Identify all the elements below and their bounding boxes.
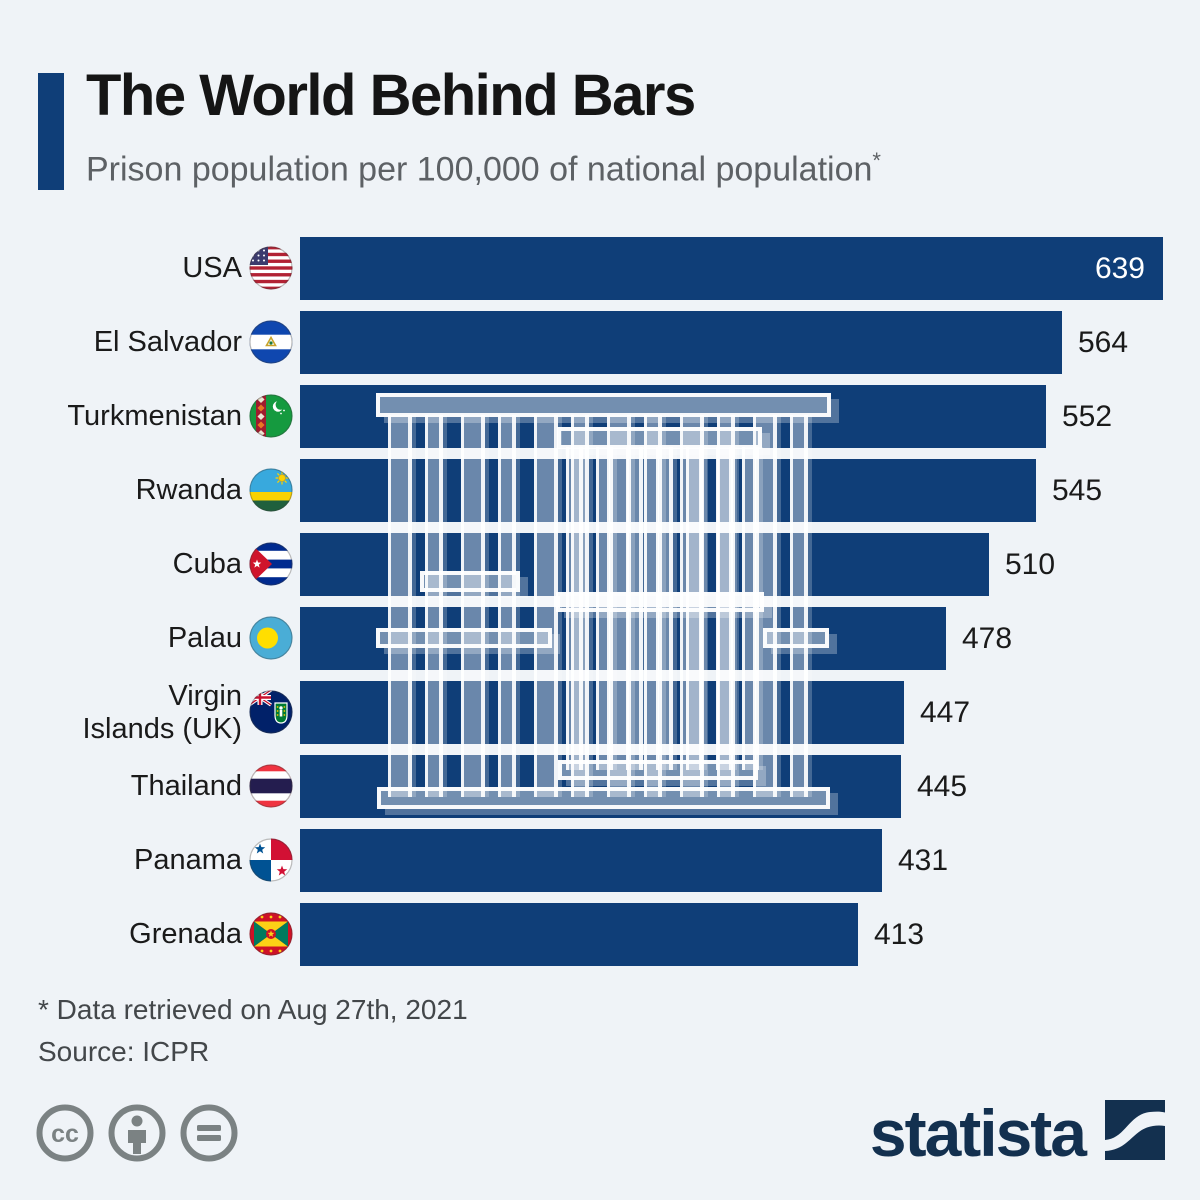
value-label: 445: [917, 769, 968, 803]
country-label: Cuba: [172, 548, 242, 580]
value-label: 564: [1078, 325, 1129, 359]
statista-swoosh-icon: [1105, 1100, 1165, 1165]
bar: [300, 903, 858, 966]
chart-row: El Salvador 564: [0, 311, 1200, 374]
chart-row: Grenada 413: [0, 903, 1200, 966]
data-footnote: * Data retrieved on Aug 27th, 2021: [38, 994, 468, 1025]
page-title: The World Behind Bars: [86, 63, 696, 128]
equals-icon: [180, 1104, 238, 1162]
bar: [300, 755, 901, 818]
value-label: 413: [874, 917, 925, 951]
attribution-person-icon: [108, 1104, 166, 1162]
value-label: 447: [920, 695, 971, 729]
bar: [300, 607, 946, 670]
bar: [300, 533, 989, 596]
statista-wordmark: statista: [869, 1095, 1087, 1170]
bar: [300, 237, 1163, 300]
value-label: 510: [1005, 547, 1056, 581]
footnote-marker: *: [872, 148, 881, 173]
bar: [300, 311, 1062, 374]
country-label: Virgin Islands (UK): [82, 679, 242, 745]
chart-row: Rwanda 545: [0, 459, 1200, 522]
palau-flag-icon: [249, 616, 293, 660]
country-label: Turkmenistan: [67, 400, 242, 432]
svg-text:cc: cc: [51, 1120, 79, 1148]
chart-subtitle: Prison population per 100,000 of nationa…: [86, 148, 881, 189]
country-label: Rwanda: [135, 474, 242, 506]
subtitle-text: Prison population per 100,000 of nationa…: [86, 150, 873, 189]
cuba-flag-icon: [249, 542, 293, 586]
bar: [300, 829, 882, 892]
country-label: El Salvador: [93, 326, 242, 358]
bar: [300, 681, 904, 744]
statista-logo: statista: [869, 1095, 1165, 1170]
chart-row: Palau 478: [0, 607, 1200, 670]
value-label: 552: [1062, 399, 1113, 433]
thailand-flag-icon: [249, 764, 293, 808]
license-icons: cc: [36, 1104, 238, 1162]
el-salvador-flag-icon: [249, 320, 293, 364]
usa-flag-icon: [249, 246, 293, 290]
panama-flag-icon: [249, 838, 293, 882]
bar: [300, 385, 1046, 448]
source-line: Source: ICPR: [38, 1036, 210, 1067]
turkmenistan-flag-icon: [249, 394, 293, 438]
value-label: 545: [1052, 473, 1103, 507]
value-label: 639: [1094, 251, 1145, 285]
grenada-flag-icon: [249, 912, 293, 956]
bar: [300, 459, 1036, 522]
cc-icon: cc: [36, 1104, 94, 1162]
virgin-islands-uk-flag-icon: [249, 690, 293, 734]
value-label: 431: [898, 843, 949, 877]
chart-row: Cuba 510: [0, 533, 1200, 596]
rwanda-flag-icon: [249, 468, 293, 512]
title-accent-bar: [38, 73, 64, 190]
country-label: Palau: [167, 622, 242, 654]
chart-row: Virgin Islands (UK) 447: [0, 679, 1200, 745]
value-label: 478: [962, 621, 1013, 655]
country-label: Grenada: [129, 918, 242, 950]
chart-row: Thailand 445: [0, 755, 1200, 818]
chart-row: Turkmenistan 552: [0, 385, 1200, 448]
chart-row: Panama 431: [0, 829, 1200, 892]
country-label: USA: [182, 252, 242, 284]
country-label: Thailand: [130, 770, 242, 802]
country-label: Panama: [133, 844, 242, 876]
chart-row: USA 639: [0, 237, 1200, 300]
